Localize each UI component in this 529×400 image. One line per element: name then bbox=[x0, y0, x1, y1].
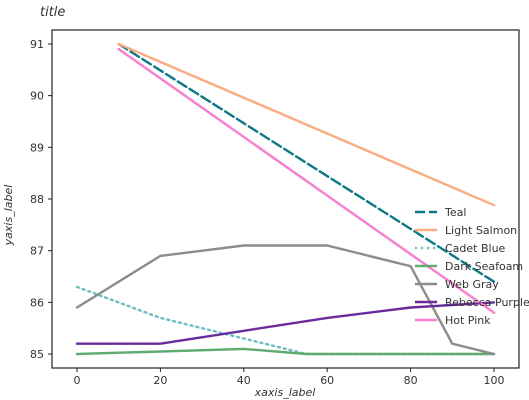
series-line-web-gray bbox=[75, 244, 496, 356]
y-tick-label: 91 bbox=[30, 38, 44, 51]
legend-label-hot-pink: Hot Pink bbox=[445, 314, 491, 327]
series-line-dark-seafoam bbox=[75, 347, 496, 356]
x-tick-label: 60 bbox=[320, 374, 334, 387]
y-tick-label: 87 bbox=[30, 245, 44, 258]
series-line-hot-pink bbox=[117, 47, 496, 314]
x-axis-title: xaxis_label bbox=[254, 386, 316, 399]
x-tick-label: 40 bbox=[237, 374, 251, 387]
y-tick-label: 90 bbox=[30, 90, 44, 103]
legend: Teal Light Salmon Cadet Blue Dark Seafoam We… bbox=[415, 206, 529, 327]
y-tick-label: 88 bbox=[30, 193, 44, 206]
series-line-rebecca-purple bbox=[75, 301, 496, 345]
legend-label-dark-seafoam: Dark Seafoam bbox=[445, 260, 523, 273]
legend-label-light-salmon: Light Salmon bbox=[445, 224, 517, 237]
legend-label-rebecca-purple: Rebecca Purple bbox=[445, 296, 529, 309]
x-tick-label: 100 bbox=[483, 374, 504, 387]
legend-label-teal: Teal bbox=[444, 206, 466, 219]
y-axis-title: yaxis_label bbox=[2, 185, 15, 247]
x-tick-label: 0 bbox=[74, 374, 81, 387]
y-tick-label: 85 bbox=[30, 348, 44, 361]
series-line-light-salmon bbox=[117, 42, 496, 207]
legend-label-cadet-blue: Cadet Blue bbox=[445, 242, 506, 255]
y-tick-label: 86 bbox=[30, 296, 44, 309]
legend-label-web-gray: Web Gray bbox=[445, 278, 499, 291]
x-tick-label: 80 bbox=[404, 374, 418, 387]
series-line-teal bbox=[117, 42, 496, 283]
chart-title: title bbox=[40, 5, 65, 20]
axes: 0 20 40 60 80 100 85 86 87 88 89 90 91 bbox=[30, 29, 520, 387]
plot-area bbox=[75, 42, 496, 356]
x-tick-label: 20 bbox=[153, 374, 167, 387]
y-tick-label: 89 bbox=[30, 141, 44, 154]
